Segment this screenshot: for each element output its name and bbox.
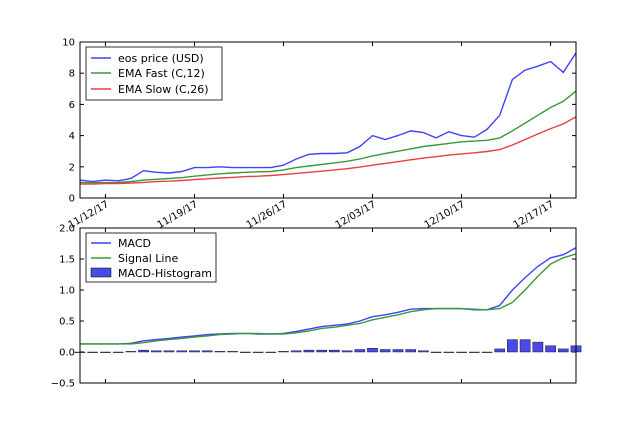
histogram-bar [112, 351, 124, 353]
histogram-bar [125, 351, 137, 353]
histogram-bar [418, 350, 429, 353]
histogram-bar [87, 351, 98, 353]
histogram-bar [290, 350, 302, 353]
price-ytick-label: 10 [62, 38, 75, 49]
histogram-bar [227, 351, 238, 353]
histogram-bar [138, 349, 149, 353]
histogram-bar [392, 349, 404, 353]
macd-line [80, 247, 577, 345]
macd-chart: −0.5 0.0 0.5 1.0 1.5 2.0 MACD Signal Line MAC… [51, 224, 582, 390]
price-ytick-label: 2 [69, 162, 75, 173]
histogram-bar [163, 350, 175, 353]
price-xtick-label: 11/26/17 [245, 199, 289, 231]
histogram-bar [443, 351, 455, 353]
histogram-bar [545, 345, 556, 353]
histogram-bar [469, 351, 480, 353]
legend-label-ema-slow: EMA Slow (C,26) [118, 83, 208, 96]
histogram-bar [456, 351, 467, 353]
macd-ytick-label: 0.0 [59, 348, 75, 359]
macd-legend: MACD Signal Line MACD-Histogram [85, 232, 217, 283]
legend-label-ema-fast: EMA Fast (C,12) [118, 67, 205, 80]
histogram-bar [532, 341, 544, 353]
price-xtick-label: 11/19/17 [156, 199, 200, 231]
histogram-bar [176, 350, 188, 353]
histogram-bar [329, 349, 340, 353]
legend-label-macd: MACD [118, 237, 151, 250]
histogram-bar [239, 351, 251, 353]
histogram-bar [481, 351, 493, 353]
legend-label-histogram: MACD-Histogram [118, 267, 212, 280]
histogram-bar [367, 348, 378, 353]
histogram-bar [303, 349, 315, 353]
price-ytick-label: 8 [69, 69, 75, 80]
ema-slow-line [80, 116, 577, 185]
ema-fast-line [79, 90, 577, 184]
macd-axes-frame [79, 227, 577, 384]
histogram-bar [494, 348, 506, 353]
histogram-bar [278, 351, 289, 353]
histogram-bar [558, 348, 569, 353]
price-xtick-label: 12/17/17 [512, 199, 556, 231]
price-xtick-label: 12/10/17 [423, 199, 467, 231]
histogram-bar [189, 350, 200, 353]
histogram-bar [316, 349, 328, 353]
price-axes-frame [79, 41, 577, 199]
histogram-bar [405, 349, 417, 353]
histogram-bar [430, 351, 442, 353]
histogram-bar [507, 339, 518, 353]
price-legend: eos price (USD) EMA Fast (C,12) EMA Slow… [85, 46, 223, 101]
legend-label-signal: Signal Line [118, 252, 178, 265]
histogram-bar [379, 349, 391, 353]
histogram-bar [252, 351, 264, 353]
macd-ytick-label: 0.5 [59, 317, 75, 328]
histogram-bar [519, 339, 531, 353]
macd-ytick-label: −0.5 [51, 379, 75, 390]
signal-line [80, 253, 577, 345]
histogram-bar [100, 351, 111, 353]
price-ytick-label: 4 [69, 131, 75, 142]
legend-label-price: eos price (USD) [118, 52, 204, 65]
histogram-bar [341, 350, 353, 353]
histogram-bar [150, 350, 162, 353]
legend-swatch-histogram [90, 267, 112, 278]
histogram-bar [201, 350, 213, 353]
histogram-bar [354, 349, 366, 353]
price-ytick-label: 6 [69, 100, 75, 111]
macd-ytick-label: 2.0 [59, 224, 75, 235]
price-line [79, 52, 577, 183]
price-ytick-label: 0 [69, 194, 75, 205]
histogram-bar [214, 351, 226, 353]
histogram-bar [265, 351, 277, 353]
macd-ytick-label: 1.5 [59, 255, 75, 266]
macd-ytick-label: 1.0 [59, 286, 75, 297]
price-xtick-label: 12/03/17 [334, 199, 378, 231]
